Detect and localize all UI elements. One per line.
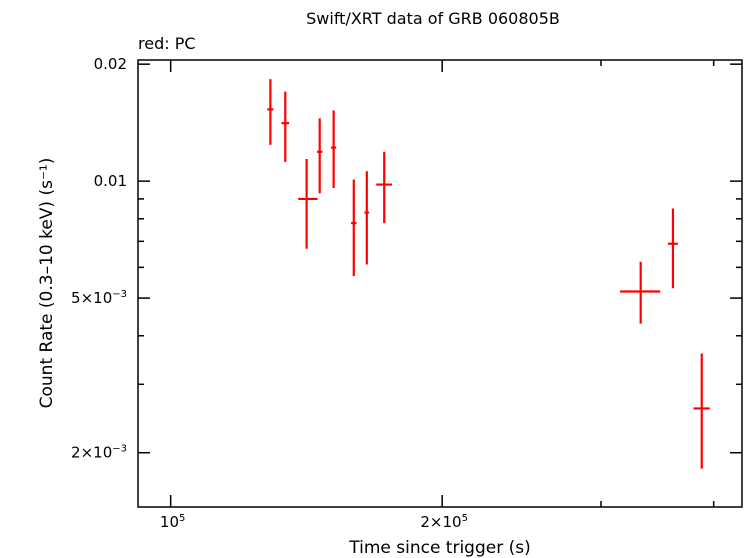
data-point: [693, 353, 710, 469]
x-tick-label: 105: [160, 513, 185, 531]
data-point: [331, 110, 337, 189]
x-tick-label: 2×105: [420, 513, 468, 531]
y-tick-label: 0.01: [94, 172, 127, 190]
data-points: [267, 79, 710, 469]
axis-ticks: [138, 60, 742, 507]
data-point: [298, 159, 318, 249]
data-point: [376, 151, 393, 224]
chart-title: Swift/XRT data of GRB 060805B: [306, 9, 560, 28]
data-point: [364, 171, 370, 265]
y-tick-label: 0.02: [94, 55, 127, 73]
x-axis-label: Time since trigger (s): [348, 538, 531, 558]
y-tick-label: 2×10−3: [71, 444, 127, 462]
data-point: [267, 79, 274, 145]
chart-subtitle: red: PC: [138, 34, 196, 53]
data-point: [620, 261, 661, 324]
data-point: [668, 208, 678, 289]
data-point: [281, 91, 290, 163]
plot-frame: [137, 59, 743, 508]
y-axis-label: Count Rate (0.3–10 keV) (s⁻¹): [37, 158, 57, 409]
data-point: [317, 118, 323, 194]
axis-tick-labels: 105 2×105 0.02 0.01 5×10−3 2×10−3: [71, 55, 468, 531]
data-point: [351, 179, 357, 276]
y-tick-label: 5×10−3: [71, 289, 127, 307]
